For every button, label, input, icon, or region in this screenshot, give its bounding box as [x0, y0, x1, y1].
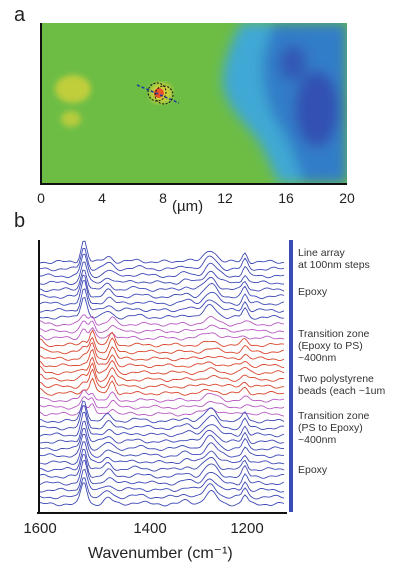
spectrum-trace-12 [39, 327, 285, 341]
spectrum-trace-16 [39, 348, 285, 369]
map-y-axis-line [40, 23, 42, 184]
spectrum-trace-31 [39, 448, 285, 472]
spectrum-trace-13 [39, 329, 285, 348]
spectrum-trace-18 [39, 362, 285, 382]
map-yellow-patches [55, 75, 91, 127]
map-x-tick: 20 [339, 190, 355, 206]
line-array-sidebar [289, 240, 293, 512]
spectra-x-tick: 1600 [23, 520, 57, 537]
map-x-tick: 8 [159, 190, 167, 206]
spectrum-trace-28 [39, 427, 285, 452]
spectrum-trace-27 [39, 420, 285, 445]
map-x-axis-line [40, 183, 347, 185]
map-epoxy-blue-region [222, 23, 347, 183]
spectrum-trace-15 [39, 341, 285, 362]
spectrum-trace-21 [39, 389, 285, 403]
spectrum-trace-5 [39, 269, 285, 292]
annotation-epoxy-bottom: Epoxy [298, 464, 328, 476]
spectrum-trace-10 [39, 314, 285, 327]
spectrum-trace-7 [39, 280, 285, 306]
panel-label-a: a [14, 4, 26, 26]
annotation-epoxy-top: Epoxy [298, 286, 328, 298]
annotation-beads: Two polystyrene beads (each ~1um [298, 373, 386, 397]
annotation-line-array: Line array at 100nm steps [298, 247, 370, 271]
spectrum-trace-19 [39, 368, 285, 389]
spectrum-trace-17 [39, 356, 285, 376]
panel-label-b: b [14, 210, 26, 232]
spectrum-trace-20 [39, 377, 285, 396]
annotation-transition-2: Transition zone (PS to Epoxy) ~400nm [298, 410, 370, 446]
spectrum-trace-1 [39, 240, 285, 265]
spectra-plot [38, 240, 285, 512]
spectrum-trace-9 [39, 297, 285, 320]
spectrum-trace-29 [39, 433, 285, 459]
spectrum-trace-36 [39, 482, 285, 507]
spectrum-trace-11 [39, 320, 285, 334]
spectrum-trace-6 [39, 274, 285, 299]
spectrum-trace-22 [39, 396, 285, 410]
spectrum-trace-2 [39, 247, 285, 272]
spectra-x-tick: 1400 [133, 520, 167, 537]
spectrum-trace-26 [39, 411, 285, 438]
map-line-array-marker [136, 82, 180, 105]
map-x-tick: 4 [98, 190, 106, 206]
map-x-axis-label: (µm) [172, 198, 204, 215]
map-x-tick: 0 [37, 190, 45, 206]
spectrum-trace-35 [39, 477, 285, 500]
spectra-x-tick: 1200 [230, 520, 264, 537]
spectrum-trace-32 [39, 453, 285, 479]
spectrum-trace-14 [39, 336, 285, 355]
map-x-tick: 16 [278, 190, 294, 206]
spectrum-trace-33 [39, 459, 285, 486]
spectrum-trace-8 [39, 288, 285, 313]
infrared-map-image [41, 23, 347, 183]
spectrum-trace-34 [39, 468, 285, 493]
map-x-tick: 12 [217, 190, 233, 206]
spectrum-trace-25 [39, 404, 285, 431]
spectrum-trace-3 [39, 253, 285, 279]
spectrum-trace-24 [39, 400, 285, 424]
spectra-x-axis-label: Wavenumber (cm⁻¹) [88, 545, 233, 562]
spectrum-trace-23 [39, 403, 285, 417]
spectrum-trace-4 [39, 261, 285, 286]
annotation-transition-1: Transition zone (Epoxy to PS) ~400nm [298, 328, 370, 364]
spectrum-trace-30 [39, 441, 285, 465]
spectra-x-axis-line [37, 512, 287, 514]
